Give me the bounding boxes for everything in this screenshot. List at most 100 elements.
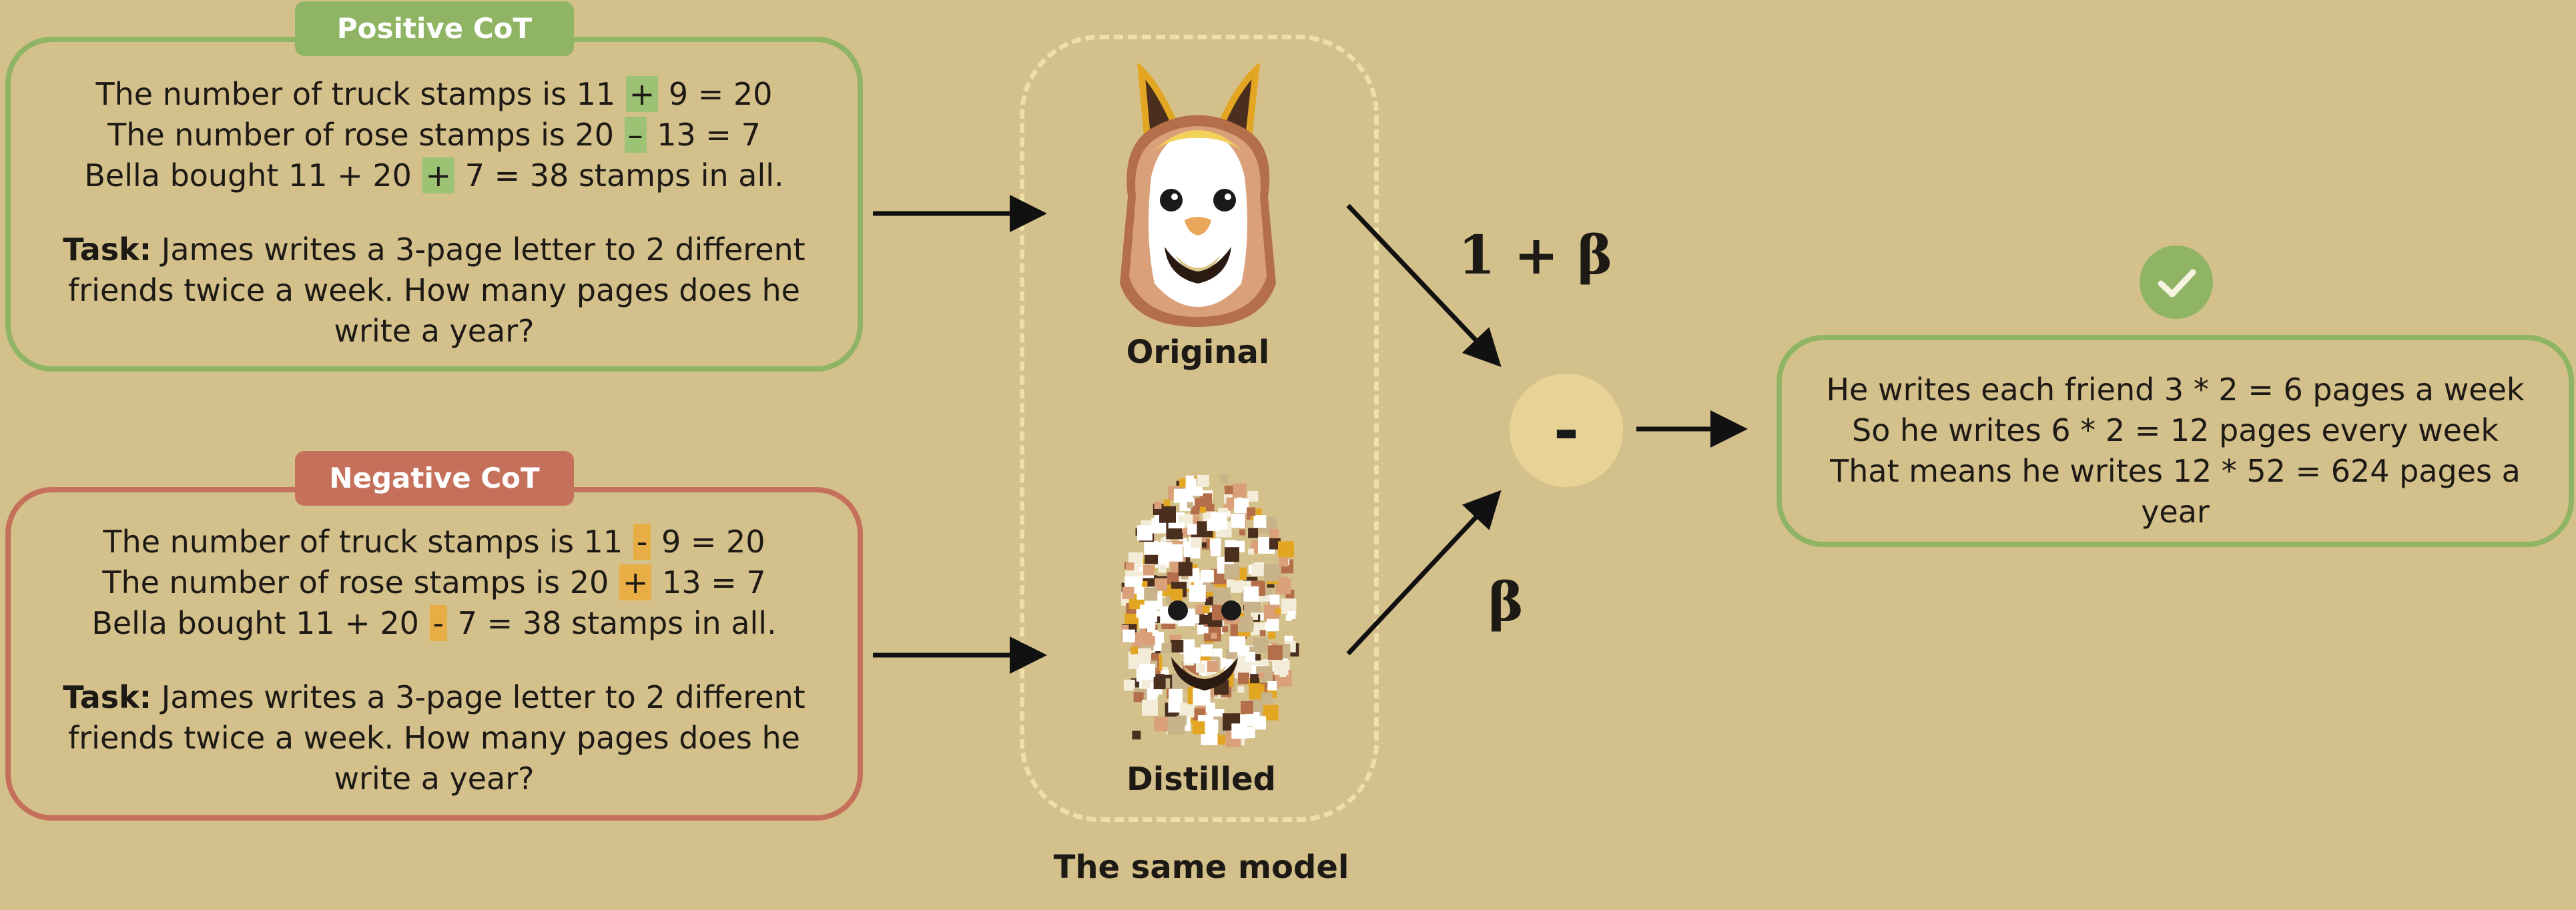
op-highlight: –: [624, 117, 647, 153]
distilled-fragment: [1234, 498, 1249, 514]
arrow-original-to-minus: [1346, 203, 1502, 368]
distilled-fragment: [1251, 563, 1265, 576]
distilled-fragment: [1154, 717, 1169, 732]
distilled-fragment: [1139, 663, 1156, 680]
distilled-fragment: [1163, 499, 1171, 506]
distilled-fragment: [1238, 616, 1253, 632]
positive-cot-line: The number of rose stamps is 20 – 13 = 7: [107, 117, 761, 153]
op-highlight: +: [422, 157, 455, 193]
distilled-fragment: [1168, 701, 1181, 713]
distilled-model-label: Distilled: [1126, 761, 1277, 798]
distilled-fragment: [1162, 670, 1169, 677]
distilled-fragment: [1287, 611, 1296, 619]
distilled-fragment: [1211, 632, 1217, 639]
distilled-fragment: [1219, 474, 1229, 484]
op-highlight: +: [619, 564, 652, 600]
op-highlight: +: [625, 76, 659, 112]
distilled-fragment: [1228, 577, 1243, 593]
distilled-fragment: [1152, 630, 1159, 636]
positive-task-line: Task: James writes a 3-page letter to 2 …: [63, 232, 806, 268]
distilled-fragment: [1269, 538, 1281, 550]
distilled-fragment: [1209, 538, 1221, 550]
distilled-fragment: [1224, 485, 1233, 494]
distilled-fragment: [1248, 528, 1259, 538]
distilled-fragment: [1224, 564, 1240, 580]
checkmark-icon: [2140, 246, 2213, 319]
distilled-fragment: [1178, 515, 1186, 523]
distilled-fragment: [1189, 584, 1206, 602]
distilled-fragment: [1267, 645, 1283, 660]
distilled-feature: [1171, 657, 1238, 691]
distilled-fragment: [1141, 632, 1155, 646]
distilled-fragment: [1247, 507, 1256, 516]
positive-cot-line: The number of truck stamps is 11 + 9 = 2…: [95, 76, 773, 112]
distilled-fragment: [1259, 630, 1266, 636]
distilled-fragment: [1191, 537, 1202, 548]
negative-task-line: Task: James writes a 3-page letter to 2 …: [63, 679, 806, 715]
distilled-fragment: [1237, 686, 1245, 693]
distilled-fragment: [1267, 681, 1277, 691]
distilled-fragment: [1201, 644, 1213, 656]
positive-task-line: write a year?: [334, 313, 535, 349]
distilled-feature: [1221, 600, 1241, 620]
distilled-fragment: [1225, 547, 1239, 562]
distilled-fragment: [1177, 715, 1187, 726]
distilled-fragment: [1122, 586, 1135, 599]
distilled-fragment: [1263, 564, 1281, 582]
distilled-fragment: [1265, 588, 1272, 596]
distilled-fragment: [1241, 701, 1253, 714]
distilled-fragment: [1239, 613, 1246, 620]
distilled-fragment: [1261, 692, 1273, 704]
distilled-fragment: [1122, 629, 1135, 642]
distilled-fragment: [1237, 672, 1249, 685]
distilled-fragment: [1207, 661, 1218, 672]
same-model-group: [1020, 35, 1379, 822]
distilled-fragment: [1173, 488, 1188, 503]
distilled-fragment: [1279, 557, 1289, 567]
positive-task-line: friends twice a week. How many pages doe…: [68, 272, 800, 308]
distilled-fragment: [1187, 524, 1199, 535]
distilled-fragment: [1253, 515, 1267, 528]
same-model-label: The same model: [1053, 849, 1349, 886]
positive-cot-line: Bella bought 11 + 20 + 7 = 38 stamps in …: [84, 157, 784, 193]
positive-cot-text: The number of truck stamps is 11 + 9 = 2…: [11, 74, 858, 352]
result-text: He writes each friend 3 * 2 = 6 pages a …: [1782, 370, 2569, 532]
result-line: year: [2141, 494, 2210, 530]
negative-cot-text: The number of truck stamps is 11 - 9 = 2…: [11, 522, 858, 799]
distilled-fragment: [1249, 684, 1265, 700]
arrow-distilled-to-minus: [1346, 490, 1502, 656]
distilled-fragment: [1275, 608, 1281, 614]
distilled-fragment: [1192, 721, 1205, 735]
distilled-fragment: [1249, 646, 1257, 654]
positive-weight: 1 + β: [1458, 223, 1613, 286]
distilled-fragment: [1179, 703, 1195, 718]
distilled-fragment: [1202, 606, 1210, 614]
subtract-operator: -: [1510, 374, 1623, 487]
distilled-fragment: [1231, 723, 1247, 739]
distilled-fragment: [1251, 542, 1258, 549]
distilled-fragment: [1273, 660, 1289, 675]
distilled-fragment: [1201, 626, 1209, 634]
distilled-fragment: [1123, 679, 1135, 691]
distilled-fragment: [1247, 491, 1259, 502]
distilled-fragment: [1154, 501, 1162, 509]
distilled-fragment: [1281, 598, 1297, 614]
distilled-fragment: [1278, 541, 1294, 558]
distilled-fragment: [1258, 672, 1265, 678]
distilled-fragment: [1167, 572, 1179, 584]
result-line: So he writes 6 * 2 = 12 pages every week: [1852, 412, 2499, 448]
distilled-fragment: [1251, 612, 1258, 620]
distilled-fragment: [1232, 483, 1247, 498]
distilled-fragment: [1195, 663, 1205, 673]
distilled-fragment: [1239, 529, 1246, 536]
llama-icon: [1120, 63, 1276, 327]
distilled-fragment: [1142, 699, 1158, 716]
distilled-fragment: [1137, 525, 1153, 541]
distilled-fragment: [1189, 574, 1198, 582]
distilled-fragment: [1250, 674, 1260, 684]
distilled-fragment: [1193, 688, 1211, 706]
distilled-fragment: [1245, 652, 1256, 662]
distilled-fragment: [1158, 564, 1167, 573]
distilled-fragment: [1165, 544, 1183, 562]
distilled-fragment: [1268, 632, 1276, 639]
